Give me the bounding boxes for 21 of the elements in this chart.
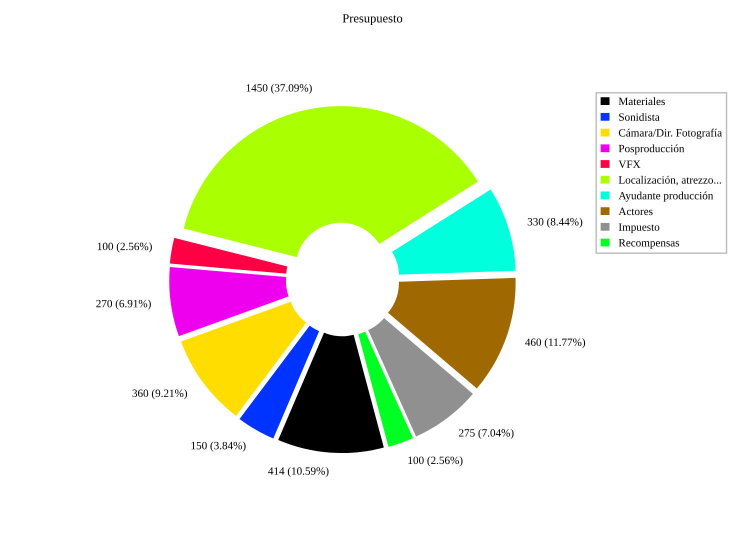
data-label: 270 (6.91%) <box>96 300 151 310</box>
legend-label: Posproducción <box>618 144 684 155</box>
data-label: 100 (2.56%) <box>98 242 152 252</box>
legend-label: Cámara/Dir. Fotografía <box>618 128 722 139</box>
legend-label: Sonidista <box>619 113 660 121</box>
data-label: 275 (7.04%) <box>459 428 514 439</box>
legend-label: Localización, atrezzo... <box>618 176 722 186</box>
data-label: 100 (2.56%) <box>408 456 463 466</box>
data-label: 360 (9.21%) <box>132 389 188 400</box>
data-label: 414 (10.59%) <box>268 466 329 478</box>
legend-label: VFX <box>618 160 640 168</box>
data-label: 1450 (37.09%) <box>246 84 312 94</box>
legend-label: Recompensas <box>618 239 680 249</box>
data-label: 460 (11.77%) <box>525 338 586 348</box>
legend-label: Ayudante producción <box>618 192 714 202</box>
chart-title: Presupuesto <box>342 14 402 26</box>
legend-label: Impuesto <box>618 223 660 234</box>
legend-label: Materiales <box>618 97 665 106</box>
legend-label: Actores <box>618 208 653 216</box>
data-label: 330 (8.44%) <box>528 218 582 228</box>
data-label: 150 (3.84%) <box>192 442 246 452</box>
